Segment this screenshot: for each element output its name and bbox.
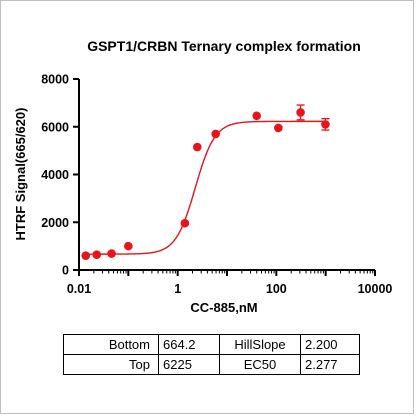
axes: 0 2000 4000 6000 8000 0.01 1 100 10000: [41, 73, 392, 297]
x-tick-label: 100: [266, 282, 287, 296]
param-value-hillslope: 2.200: [300, 334, 360, 355]
y-tick-label: 2000: [41, 216, 69, 230]
x-tick-label: 0.01: [67, 282, 91, 296]
data-point: [81, 251, 91, 260]
data-point: [92, 250, 102, 260]
y-tick-label: 0: [62, 264, 69, 278]
parameter-table: Bottom 664.2 HillSlope 2.200 Top 6225 EC…: [63, 334, 360, 375]
data-point: [274, 123, 283, 133]
y-tick-label: 8000: [41, 73, 69, 87]
param-label-bottom: Bottom: [63, 334, 159, 355]
chart: GSPT1/CRBN Ternary complex formation HTR…: [13, 38, 392, 315]
fit-curve: [85, 120, 326, 255]
data-point: [107, 249, 116, 258]
data-point: [296, 108, 305, 117]
parameter-row: Bottom 664.2 HillSlope 2.200: [63, 334, 360, 355]
parameter-row: Top 6225 EC50 2.277: [63, 354, 360, 375]
param-label-hillslope: HillSlope: [219, 334, 301, 355]
data-point: [211, 129, 220, 139]
data-point: [180, 218, 190, 228]
param-value-ec50: 2.277: [300, 354, 360, 375]
y-axis-label: HTRF Signal(665/620): [13, 108, 28, 241]
data-points-layer: [81, 104, 330, 260]
x-tick-label: 1: [174, 282, 181, 296]
chart-title: GSPT1/CRBN Ternary complex formation: [87, 38, 361, 54]
param-label-ec50: EC50: [219, 354, 301, 375]
y-tick-label: 4000: [41, 168, 69, 182]
data-point: [252, 111, 262, 121]
x-axis-label: CC-885,nM: [190, 300, 257, 315]
param-label-top: Top: [63, 354, 159, 375]
param-value-top: 6225: [158, 354, 220, 375]
y-tick-label: 6000: [41, 120, 69, 134]
data-point: [321, 120, 330, 129]
data-point: [124, 241, 133, 251]
x-tick-label: 10000: [358, 282, 393, 296]
param-value-bottom: 664.2: [158, 334, 220, 355]
fit-curve-layer: [85, 120, 326, 255]
data-point: [192, 142, 202, 152]
